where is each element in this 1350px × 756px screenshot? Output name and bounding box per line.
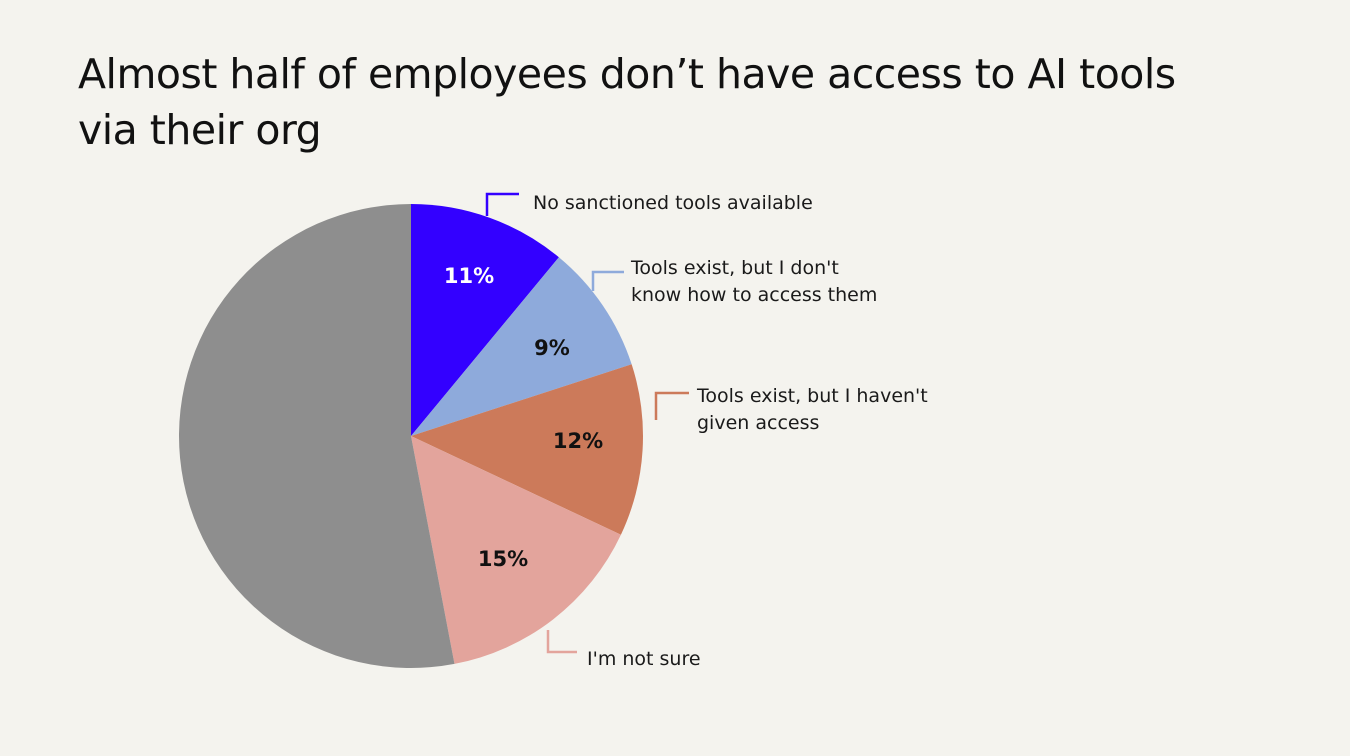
pie-slice-no-sanctioned (411, 204, 559, 436)
slice-value-not-sure: 15% (478, 547, 528, 571)
callout-label-line: I'm not sure (587, 648, 701, 670)
callout-label-dont-know-access: Tools exist, but I don't know how to acce… (630, 257, 877, 306)
callout-line-not-given-access (654, 391, 689, 420)
pie-slice-remainder (178, 204, 455, 668)
callout-label-line: know how to access them (631, 284, 877, 306)
callout-line-not-sure (546, 630, 577, 654)
callout-label-line: given access (697, 412, 819, 434)
pie-slice-not-given-access (411, 364, 643, 535)
callout-label-line: No sanctioned tools available (533, 192, 813, 214)
callout-label-not-sure: I'm not sure (587, 648, 701, 670)
slice-value-dont-know-access: 9% (534, 336, 570, 360)
callout-line-dont-know-access (591, 270, 624, 291)
callout-label-line: Tools exist, but I don't (630, 257, 839, 279)
slice-value-no-sanctioned: 11% (444, 264, 494, 288)
callout-label-not-given-access: Tools exist, but I haven't given access (696, 385, 928, 434)
callout-line-no-sanctioned (485, 192, 519, 216)
callout-label-no-sanctioned: No sanctioned tools available (533, 192, 813, 214)
pie-slice-not-sure (411, 436, 621, 664)
chart-title: Almost half of employees don’t have acce… (78, 50, 1176, 154)
callout-label-line: Tools exist, but I haven't (696, 385, 928, 407)
slice-value-not-given-access: 12% (553, 429, 603, 453)
pie-slice-dont-know-access (411, 257, 632, 436)
